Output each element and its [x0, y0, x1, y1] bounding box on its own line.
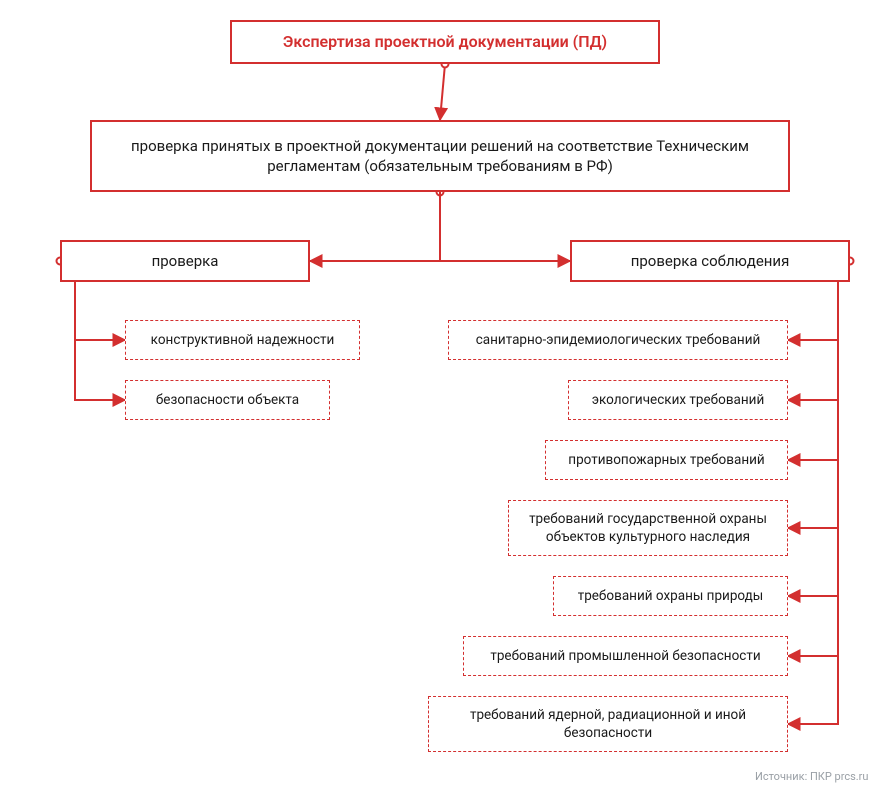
node-label: безопасности объекта: [156, 391, 299, 409]
node-label: конструктивной надежности: [151, 331, 335, 349]
node-label: экологических требований: [592, 391, 765, 409]
node-label: противопожарных требований: [568, 451, 764, 469]
node-label: Экспертиза проектной документации (ПД): [283, 31, 607, 53]
node-l2: безопасности объекта: [125, 380, 330, 420]
node-label: требований государственной охраны объект…: [519, 510, 777, 546]
node-label: проверка принятых в проектной документац…: [102, 136, 778, 177]
node-left_head: проверка: [60, 240, 310, 282]
node-label: требований ядерной, радиационной и иной …: [439, 706, 777, 742]
node-label: требований промышленной безопасности: [490, 647, 760, 665]
node-r5: требований охраны природы: [553, 576, 788, 616]
node-r3: противопожарных требований: [545, 440, 788, 480]
node-l1: конструктивной надежности: [125, 320, 360, 360]
node-label: проверка соблюдения: [631, 251, 790, 271]
node-root: Экспертиза проектной документации (ПД): [230, 20, 660, 64]
node-desc: проверка принятых в проектной документац…: [90, 120, 790, 192]
node-label: требований охраны природы: [578, 587, 764, 605]
node-label: проверка: [152, 251, 219, 271]
node-label: санитарно-эпидемиологических требований: [476, 331, 761, 349]
source-note: Источник: ПКР prcs.ru: [755, 770, 868, 783]
diagram-stage: Экспертиза проектной документации (ПД) пр…: [0, 0, 880, 796]
node-r7: требований ядерной, радиационной и иной …: [428, 696, 788, 752]
node-r4: требований государственной охраны объект…: [508, 500, 788, 556]
node-r6: требований промышленной безопасности: [463, 636, 788, 676]
node-r2: экологических требований: [568, 380, 788, 420]
node-right_head: проверка соблюдения: [570, 240, 850, 282]
node-r1: санитарно-эпидемиологических требований: [448, 320, 788, 360]
